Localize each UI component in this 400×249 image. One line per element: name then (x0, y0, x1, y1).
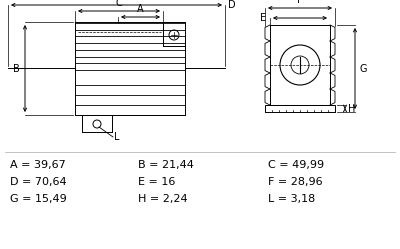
Text: D = 70,64: D = 70,64 (10, 177, 67, 187)
Bar (265, 105, 335, 112)
Text: A: A (137, 4, 144, 14)
Text: H = 2,24: H = 2,24 (138, 194, 188, 204)
Text: H: H (348, 104, 355, 114)
Text: C: C (116, 0, 122, 8)
Text: D: D (228, 0, 236, 10)
Text: B: B (13, 63, 20, 73)
Text: A = 39,67: A = 39,67 (10, 160, 66, 170)
Text: F = 28,96: F = 28,96 (268, 177, 323, 187)
Text: G = 15,49: G = 15,49 (10, 194, 67, 204)
Text: B = 21,44: B = 21,44 (138, 160, 194, 170)
Text: L = 3,18: L = 3,18 (268, 194, 315, 204)
Text: E = 16: E = 16 (138, 177, 175, 187)
Text: F: F (297, 0, 303, 5)
Text: L: L (114, 132, 120, 142)
Text: C = 49,99: C = 49,99 (268, 160, 324, 170)
Text: E: E (260, 13, 266, 23)
Text: G: G (359, 63, 366, 73)
